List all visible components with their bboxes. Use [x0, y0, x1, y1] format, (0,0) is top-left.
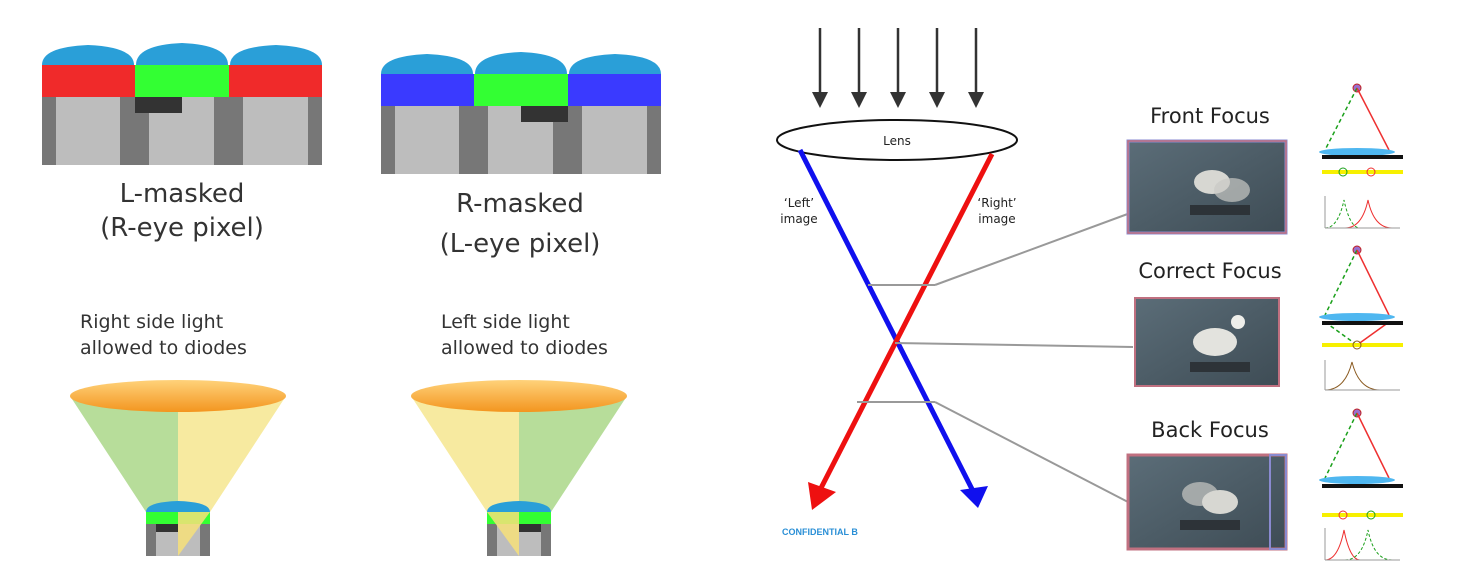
blue-filter — [381, 74, 474, 106]
left-image-ray — [797, 148, 978, 497]
objective-lens — [776, 119, 1018, 161]
confidential-label: CONFIDENTIAL B — [782, 527, 858, 537]
left-image-label-2: image — [780, 212, 818, 226]
r-masked-note-line2: allowed to diodes — [441, 337, 608, 359]
left-image-label-1: ‘Left’ — [783, 196, 815, 210]
l-masked-note-line2: allowed to diodes — [80, 337, 247, 359]
front-focus-schematic — [1319, 83, 1403, 229]
focus-connector-lines — [857, 211, 1134, 503]
incoming-light-arrows — [812, 28, 984, 108]
metal-mask — [135, 97, 182, 113]
metal-mask — [521, 106, 568, 122]
red-filter — [42, 65, 135, 97]
green-filter — [474, 74, 568, 106]
microlens-2 — [136, 43, 228, 65]
right-image-label-1: ‘Right’ — [977, 196, 1017, 210]
r-masked-note-line1: Left side light — [441, 311, 570, 333]
red-filter — [229, 65, 322, 97]
back-focus-schematic — [1319, 408, 1403, 561]
correct-focus-label: Correct Focus — [1138, 259, 1282, 283]
l-masked-note-line1: Right side light — [80, 311, 224, 333]
r-masked-title: R-masked — [456, 189, 584, 219]
microlens-1 — [42, 45, 134, 65]
r-masked-light-cone — [411, 380, 627, 556]
right-image-label-2: image — [978, 212, 1016, 226]
back-focus-label: Back Focus — [1151, 418, 1269, 442]
front-focus-label: Front Focus — [1150, 104, 1270, 128]
r-masked-subtitle: (L-eye pixel) — [439, 229, 601, 259]
blue-filter — [568, 74, 661, 106]
l-masked-light-cone — [70, 380, 286, 556]
front-focus-thumbnail — [1126, 139, 1288, 235]
correct-focus-schematic — [1319, 245, 1403, 391]
back-focus-thumbnail — [1126, 453, 1288, 551]
microlens-3 — [230, 45, 322, 65]
lens-label: Lens — [883, 134, 911, 148]
l-masked-pixel-array — [42, 43, 322, 165]
camera-lens-ellipse — [70, 380, 286, 412]
green-filter — [135, 65, 229, 97]
r-masked-pixel-array — [381, 52, 661, 174]
right-image-ray — [817, 152, 995, 492]
l-masked-subtitle: (R-eye pixel) — [100, 213, 264, 243]
l-masked-title: L-masked — [119, 179, 245, 209]
correct-focus-thumbnail — [1134, 297, 1280, 387]
